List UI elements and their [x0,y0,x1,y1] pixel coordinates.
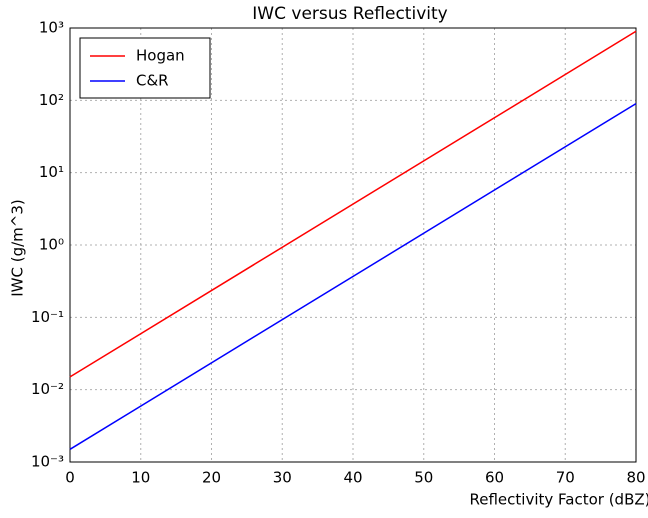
x-tick-label: 80 [626,469,645,487]
x-tick-label: 50 [414,469,433,487]
y-tick-label: 10⁰ [39,236,64,254]
x-tick-label: 30 [273,469,292,487]
y-tick-label: 10¹ [39,163,64,181]
x-tick-label: 70 [556,469,575,487]
y-tick-label: 10⁻¹ [31,308,64,326]
y-tick-label: 10⁻³ [31,453,64,471]
y-tick-label: 10⁻² [31,380,64,398]
y-tick-label: 10² [39,91,64,109]
x-tick-label: 20 [202,469,221,487]
series-line [70,104,636,450]
x-axis-label: Reflectivity Factor (dBZ) [470,491,648,509]
x-tick-label: 60 [485,469,504,487]
chart-title: IWC versus Reflectivity [252,4,447,24]
legend-label: C&R [136,72,169,90]
legend-label: Hogan [136,47,185,65]
x-tick-label: 0 [65,469,75,487]
y-tick-label: 10³ [39,19,64,37]
x-tick-label: 40 [343,469,362,487]
x-tick-label: 10 [131,469,150,487]
y-axis-label: IWC (g/m^3) [9,199,27,297]
